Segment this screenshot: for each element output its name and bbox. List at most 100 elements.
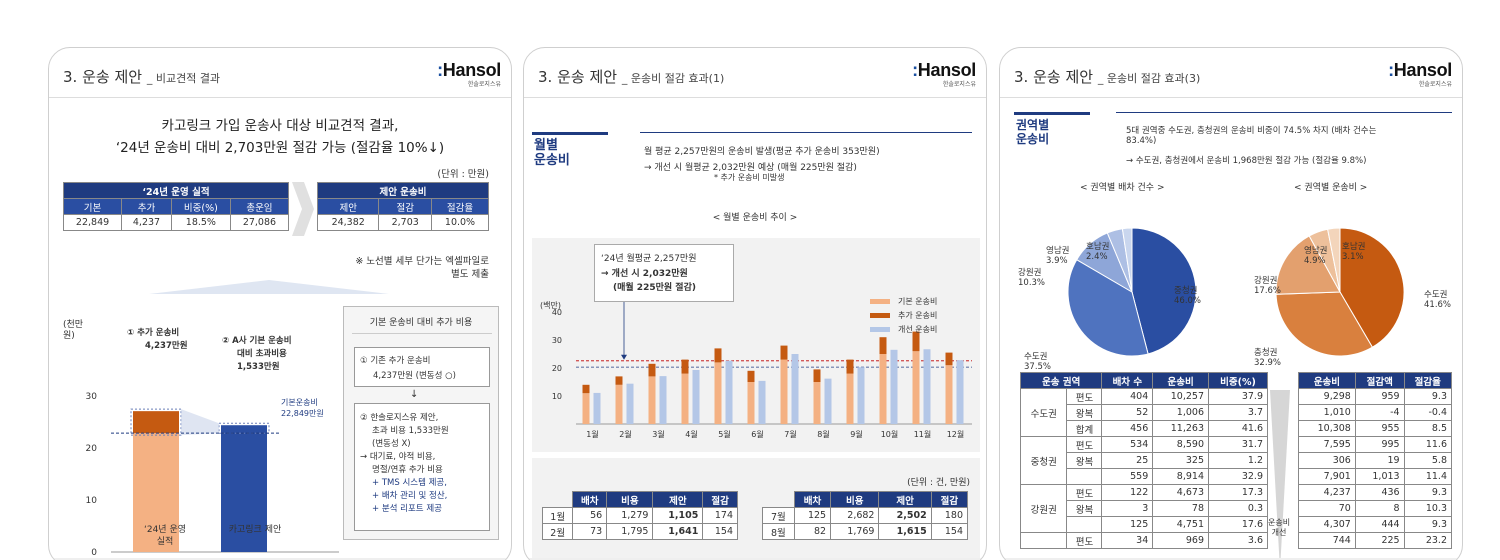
box-line: 명절/연휴 추가 비용 [372,465,443,475]
bar-base-cost [846,373,854,424]
headline-1: 카고링크 가입 운송사 대상 비교견적 결과, [161,118,399,134]
table-cell: 편도 [1066,388,1103,405]
table-row: 2월 73 1,795 1,641 154 [541,523,738,540]
table-cell: 1,006 [1152,404,1209,421]
bar-improved-cost [890,349,898,424]
table-cell: 9.3 [1403,388,1453,405]
extra-cost-box: 기본 운송비 대비 추가 비용 ① 기존 추가 운송비 4,237만원 (변동성… [343,306,499,540]
panel-header: 3. 운송 제안 _ 비교견적 결과 :Hansol 한솔로지스유 [49,48,511,98]
y-tick-label: 0 [91,548,97,558]
table-cell: 3 [1101,500,1154,517]
x-tick-label: 7월 [784,429,796,439]
table-cell: 22,849 [62,214,123,231]
bar-base-cost [945,365,953,424]
pie-slice-label: 호남권 2.4% [1086,242,1110,262]
bar-improved-cost [692,369,700,424]
col-header: 절감 [702,491,738,508]
x-tick-label: 2월 [619,429,631,439]
table-cell: 7,901 [1298,468,1356,485]
pie-slice [1339,227,1405,348]
monthly-table-right: 배차 비용 제안 절감 7월 125 2,682 2,502 180 8월 82 1,769 1,615… [762,491,969,540]
table-row: 왕복 52 1,006 3.7 [1021,404,1268,421]
table-cell: 25 [1101,452,1154,469]
logo-tiny: 한솔로지스유 [942,81,976,88]
funnel-arrow-icon [1270,390,1290,560]
table-cell: 7월 [762,507,795,524]
box-item-1: ① 기존 추가 운송비 4,237만원 (변동성 ○) [354,347,490,387]
table-row: 744 225 23.2 [1298,532,1453,549]
bar-extra-cost [681,359,689,374]
y-axis-unit: (백만) [540,300,561,310]
table-cell: 10.3 [1403,500,1453,517]
y-tick-label: 10 [552,392,562,401]
headline-2: ‘24년 운송비 대비 2,703만원 절감 가능 (절감율 10%↓) [115,140,445,156]
table-cell: 합계 [1066,420,1103,437]
table-cell: 744 [1298,532,1356,549]
bar-extra-cost [780,345,788,360]
pie1-title: < 권역별 배차 건수 > [1080,183,1165,193]
table-row: 1월 56 1,279 1,105 174 [541,507,738,524]
table-cell: 959 [1354,388,1405,405]
x-tick-label: 10월 [881,429,899,439]
table-cell: 31.7 [1208,436,1268,453]
average-annotation-box: ‘24년 월평균 2,257만원 → 개선 시 2,032만원 (매월 225만… [594,244,734,302]
proposed-cost-table: 제안 운송비 제안 절감 절감율 24,382 2,703 10.0% [316,182,489,231]
bar-extra-cost [648,363,656,377]
table-cell: 2,703 [378,214,433,231]
note-line-1: ※ 노선별 세부 단가는 엑셀파일로 [355,256,489,267]
table-cell: 편도 [1066,436,1103,453]
x-tick-label: 12월 [947,429,965,439]
table-cell: 2,502 [878,507,932,524]
table-cell: 2,682 [830,507,880,524]
table-group-header: 제안 운송비 [317,182,489,199]
table-cell: 27,086 [229,214,290,231]
arrow-chevron-icon [292,182,314,236]
table-cell: 2월 [541,523,574,540]
table-cell: 404 [1101,388,1154,405]
table-cell: 19 [1354,452,1405,469]
regional-table-right: 운송비 절감액 절감율 9,298 959 9.3 1,010 -4 -0.4 10,308 955… [1298,372,1453,549]
bar-base-cost [912,351,920,424]
expand-triangle-icon [149,280,389,294]
table-cell: 32.9 [1208,468,1268,485]
bottom-strip [49,558,511,560]
annotation-line-1: ‘24년 월평균 2,257만원 [601,254,697,264]
bar-extra-cost [879,337,887,354]
title-text: 3. 운송 제안 [1014,68,1094,86]
bar-extra-cost [945,352,953,366]
y-tick-label: 20 [86,444,98,454]
subtitle-text: _ 운송비 절감 효과(1) [621,72,725,85]
bar-extra-cost [912,331,920,352]
box-line: + 분석 리포트 제공 [372,504,442,514]
summary-line-3: * 추가 운송비 미발생 [714,173,785,182]
region-cell: 강원권 [1019,484,1068,533]
table-row: 7,595 995 11.6 [1298,436,1453,453]
annotation-line-2: → 개선 시 2,032만원 [601,269,688,279]
table-cell: 왕복 [1066,500,1103,517]
bar-improved-cost [923,349,931,424]
box-title: 기본 운송비 대비 추가 비용 [369,318,473,328]
table-cell: 34 [1101,532,1154,549]
annotation-extra-cost-value: 4,237만원 [145,341,188,351]
bar-base-cost [615,384,623,424]
axis-unit-label: (천만 원) [63,320,84,341]
box-line: ② 한솔로지스유 제안, [360,413,439,423]
table-cell: 4,237 [1298,484,1356,501]
table-row: 10,308 955 8.5 [1298,420,1453,437]
pie-slice [1275,235,1341,295]
col-header: 기본 [62,198,123,215]
table-cell: 3.7 [1208,404,1268,421]
table-cell: 왕복 [1066,452,1103,469]
table-cell: 8월 [762,523,795,540]
monthly-table-left: 배차 비용 제안 절감 1월 56 1,279 1,105 174 2월 73 1,795 1,641 1… [541,491,738,540]
table-cell: 10,308 [1298,420,1356,437]
box-item-2: ② 한솔로지스유 제안, 초과 비용 1,533만원 (변동성 X) → 대기료… [354,403,490,531]
table-cell: 1월 [541,507,574,524]
title-text: 3. 운송 제안 [63,68,143,86]
table-cell: 995 [1354,436,1405,453]
y-tick-label: 20 [552,364,562,373]
col-header: 운송비 [1152,372,1209,389]
table-cell [1066,468,1103,485]
category-label-actual-1: ‘24년 운영 [143,525,186,535]
bar-extra-cost [615,376,623,385]
